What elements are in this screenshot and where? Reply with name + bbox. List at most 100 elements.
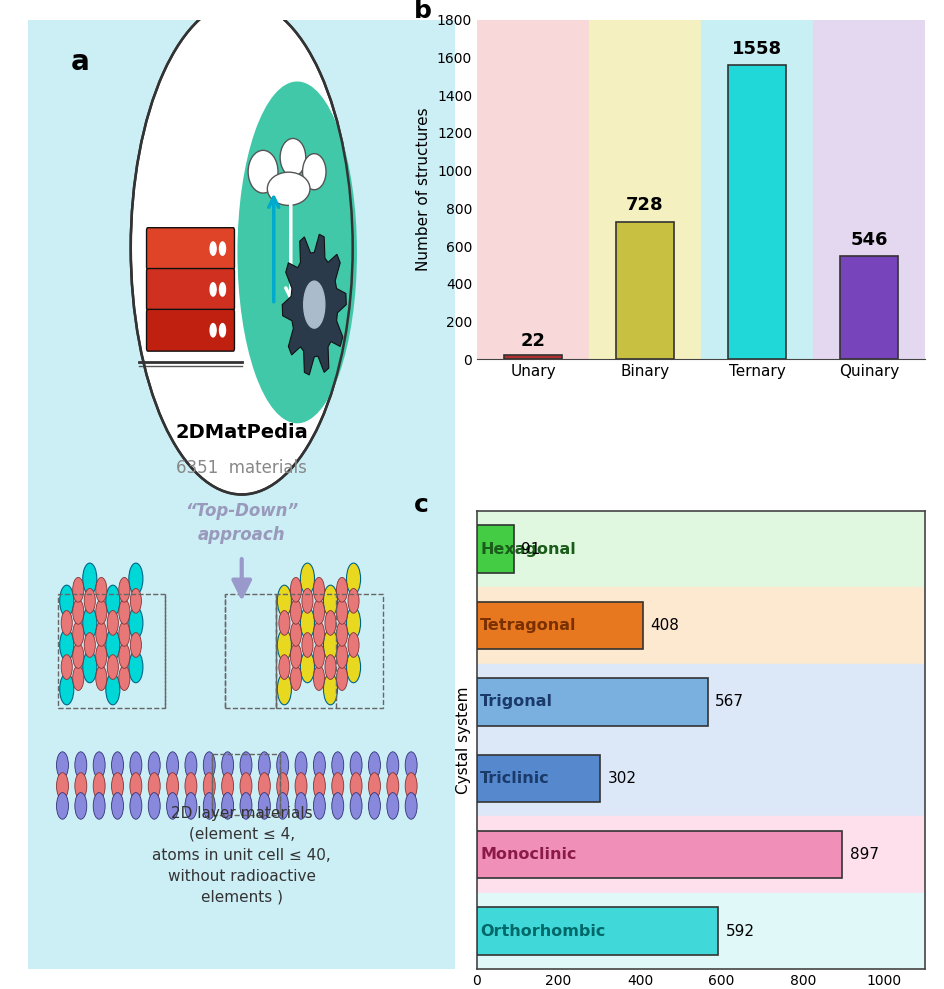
Bar (615, 222, 674, 359)
Ellipse shape (248, 150, 278, 193)
Text: Monoclinic: Monoclinic (480, 848, 577, 862)
Circle shape (119, 578, 130, 602)
Text: c: c (414, 493, 430, 516)
Circle shape (222, 792, 233, 819)
Circle shape (95, 599, 107, 624)
Bar (276, 594, 382, 708)
Circle shape (291, 578, 301, 602)
Circle shape (368, 792, 380, 819)
Circle shape (73, 666, 84, 690)
Circle shape (302, 633, 313, 658)
Circle shape (73, 644, 84, 669)
Circle shape (108, 610, 118, 635)
Circle shape (222, 752, 233, 778)
Circle shape (119, 622, 130, 646)
Circle shape (324, 629, 338, 661)
Text: 2D layer materials
(element ≤ 4,
atoms in unit cell ≤ 40,
without radioactive
el: 2D layer materials (element ≤ 4, atoms i… (152, 806, 331, 905)
Circle shape (95, 578, 107, 602)
Circle shape (387, 772, 398, 799)
Circle shape (75, 792, 87, 819)
Circle shape (93, 752, 105, 778)
Bar (840, 256, 899, 359)
Circle shape (240, 792, 252, 819)
Circle shape (313, 752, 326, 778)
Text: Orthorhombic: Orthorhombic (480, 924, 606, 939)
Circle shape (324, 585, 338, 616)
Circle shape (291, 599, 301, 624)
Circle shape (166, 772, 178, 799)
Circle shape (131, 1, 353, 494)
Circle shape (336, 578, 347, 602)
Circle shape (111, 792, 124, 819)
Circle shape (302, 588, 313, 613)
Circle shape (405, 772, 417, 799)
Circle shape (75, 752, 87, 778)
Circle shape (368, 752, 380, 778)
Circle shape (130, 588, 142, 613)
FancyBboxPatch shape (146, 269, 234, 311)
Polygon shape (282, 234, 346, 375)
Circle shape (119, 666, 130, 690)
Circle shape (291, 666, 301, 690)
Bar (477, 817, 925, 893)
Circle shape (291, 622, 301, 646)
Circle shape (203, 772, 215, 799)
Circle shape (336, 644, 347, 669)
Circle shape (148, 752, 160, 778)
Circle shape (325, 655, 336, 679)
Circle shape (313, 772, 326, 799)
Circle shape (57, 772, 68, 799)
Circle shape (313, 622, 325, 646)
Circle shape (405, 752, 417, 778)
Ellipse shape (238, 81, 357, 423)
Text: 22: 22 (520, 332, 546, 350)
Y-axis label: Cystal system: Cystal system (457, 686, 471, 794)
Circle shape (185, 752, 197, 778)
Text: 408: 408 (650, 618, 680, 633)
Circle shape (73, 578, 84, 602)
Bar (477, 740, 925, 817)
Circle shape (203, 792, 215, 819)
Circle shape (331, 772, 344, 799)
Circle shape (387, 792, 398, 819)
Text: 897: 897 (850, 848, 879, 862)
Circle shape (84, 588, 95, 613)
Bar (477, 601, 643, 649)
Circle shape (93, 792, 105, 819)
Circle shape (220, 283, 226, 296)
Circle shape (95, 622, 107, 646)
Bar (477, 525, 514, 573)
FancyBboxPatch shape (146, 227, 234, 269)
Circle shape (83, 652, 97, 682)
Circle shape (108, 655, 118, 679)
Ellipse shape (267, 172, 310, 206)
Circle shape (387, 752, 398, 778)
Circle shape (259, 752, 270, 778)
Circle shape (57, 752, 68, 778)
Circle shape (95, 644, 107, 669)
Bar (477, 664, 925, 740)
Circle shape (59, 629, 74, 661)
Ellipse shape (280, 138, 306, 176)
Text: 6351  materials: 6351 materials (177, 459, 307, 477)
Circle shape (348, 633, 359, 658)
Circle shape (119, 599, 130, 624)
Circle shape (278, 655, 290, 679)
Circle shape (346, 607, 361, 639)
Circle shape (331, 752, 344, 778)
Circle shape (111, 772, 124, 799)
Bar (477, 893, 925, 969)
Bar (728, 65, 786, 359)
Bar (477, 20, 589, 359)
Text: 91: 91 (521, 542, 541, 557)
Circle shape (259, 772, 270, 799)
Circle shape (346, 563, 361, 594)
Circle shape (211, 283, 216, 296)
Text: b: b (414, 0, 432, 24)
Bar (504, 355, 562, 359)
Circle shape (278, 610, 290, 635)
Circle shape (304, 281, 325, 328)
Text: 302: 302 (607, 770, 636, 785)
Circle shape (313, 599, 325, 624)
Bar (813, 20, 925, 359)
